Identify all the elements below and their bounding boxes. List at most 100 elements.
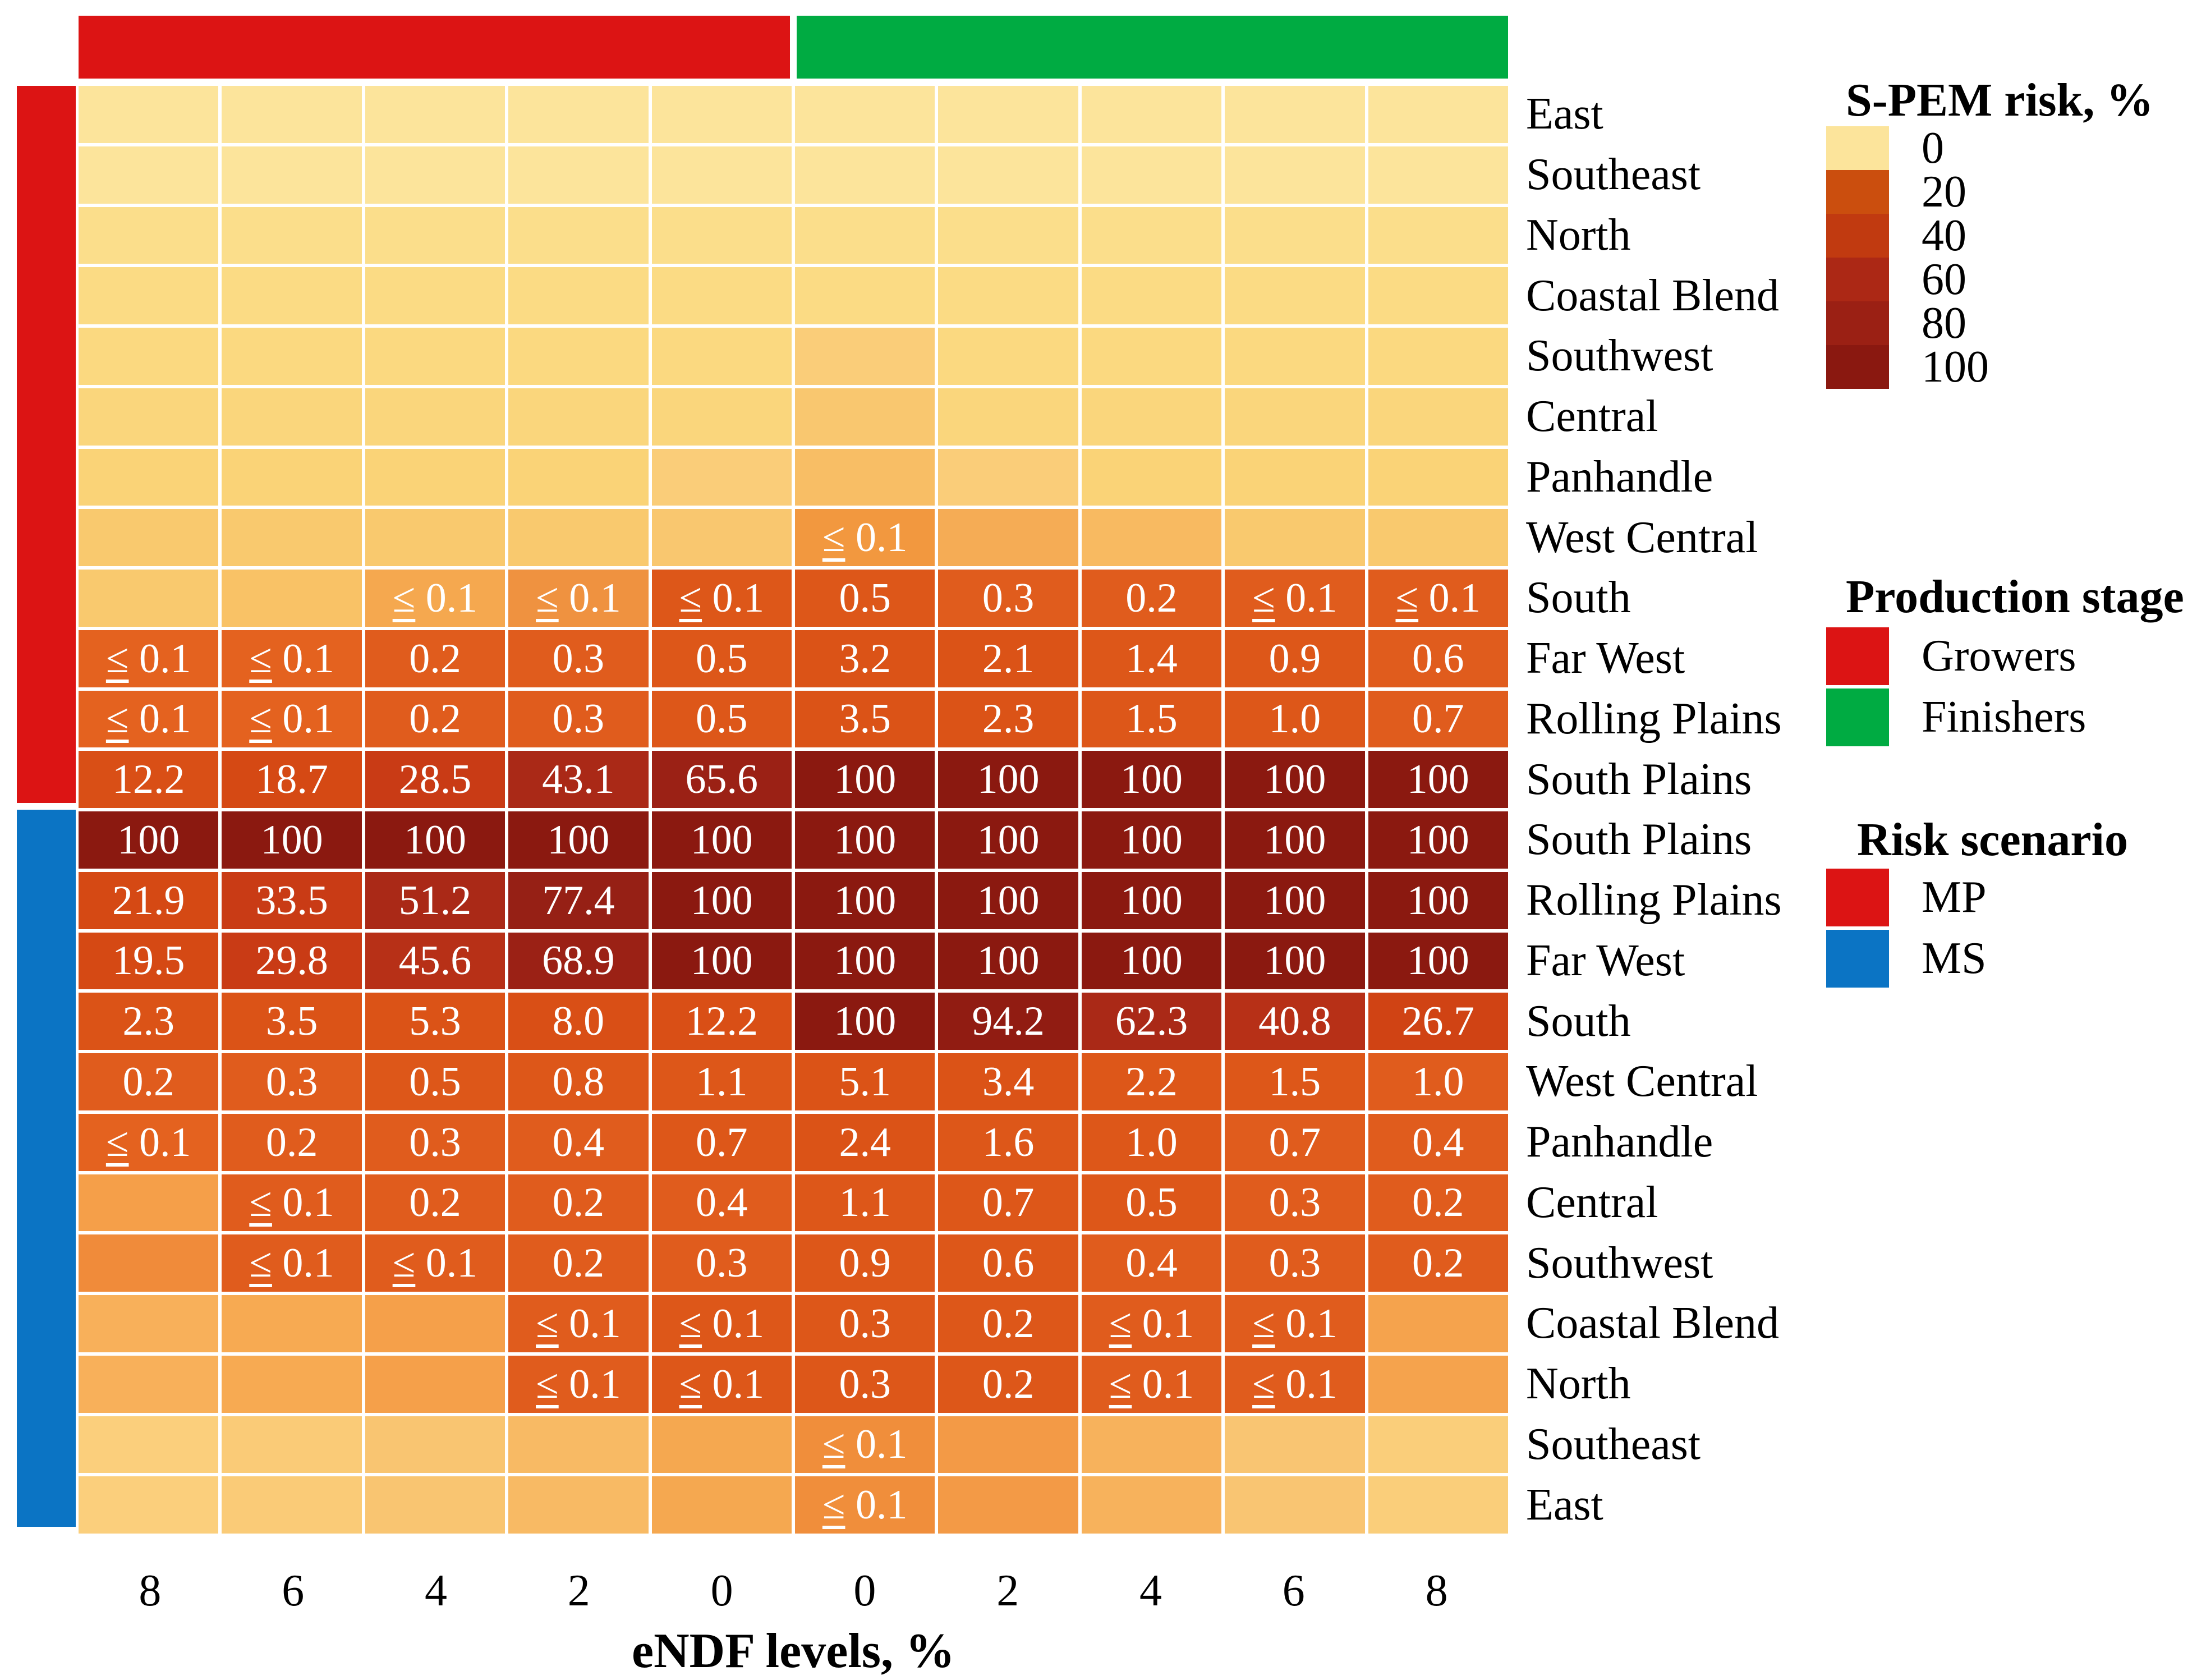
heatmap-cell-r15-c7: 100 bbox=[938, 932, 1078, 990]
heatmap-cell-r20-c8: 0.4 bbox=[1081, 1234, 1222, 1292]
row-label-7: Panhandle bbox=[1526, 452, 1713, 502]
heatmap-cell-r1-c3 bbox=[365, 86, 505, 143]
heatmap-cell-r23-c8 bbox=[1081, 1416, 1222, 1474]
heatmap-cell-r7-c1 bbox=[79, 448, 219, 506]
heatmap-cell-r5-c6 bbox=[794, 328, 935, 385]
heatmap-cell-r3-c3 bbox=[365, 206, 505, 264]
heatmap-cell-r9-c10: ≤ 0.1 bbox=[1368, 570, 1508, 627]
heatmap-cell-r18-c3: 0.3 bbox=[365, 1113, 505, 1171]
heatmap-cell-r10-c1: ≤ 0.1 bbox=[79, 630, 219, 687]
heatmap-cell-r19-c4: 0.2 bbox=[508, 1174, 649, 1232]
heatmap-cell-r22-c8: ≤ 0.1 bbox=[1081, 1355, 1222, 1413]
heatmap-cell-r9-c6: 0.5 bbox=[794, 570, 935, 627]
leq-symbol: ≤ bbox=[249, 1240, 272, 1287]
heatmap-cell-r4-c7 bbox=[938, 267, 1078, 324]
row-label-2: Southeast bbox=[1526, 150, 1701, 200]
heatmap-cell-r10-c7: 2.1 bbox=[938, 630, 1078, 687]
heatmap-cell-r10-c6: 3.2 bbox=[794, 630, 935, 687]
heatmap-cell-r16-c5: 12.2 bbox=[651, 993, 792, 1050]
heatmap-cell-r22-c2 bbox=[222, 1355, 362, 1413]
heatmap-cell-r6-c1 bbox=[79, 388, 219, 446]
heatmap-cell-r20-c7: 0.6 bbox=[938, 1234, 1078, 1292]
heatmap-cell-r15-c9: 100 bbox=[1225, 932, 1365, 990]
heatmap-cell-r22-c4: ≤ 0.1 bbox=[508, 1355, 649, 1413]
heatmap-cell-r11-c10: 0.7 bbox=[1368, 690, 1508, 748]
heatmap-cell-r1-c6 bbox=[794, 86, 935, 143]
heatmap-cell-r1-c10 bbox=[1368, 86, 1508, 143]
heatmap-cell-r7-c9 bbox=[1225, 448, 1365, 506]
heatmap-cell-r17-c5: 1.1 bbox=[651, 1053, 792, 1110]
risk-swatch-label: 60 bbox=[1922, 254, 1966, 304]
risk-legend-entry-100: 100 bbox=[1826, 342, 1989, 392]
heatmap-cell-r11-c9: 1.0 bbox=[1225, 690, 1365, 748]
heatmap-cell-r9-c4: ≤ 0.1 bbox=[508, 570, 649, 627]
leq-symbol: ≤ bbox=[536, 1300, 559, 1347]
heatmap-cell-r20-c1 bbox=[79, 1234, 219, 1292]
heatmap-cell-r3-c4 bbox=[508, 206, 649, 264]
row-label-3: North bbox=[1526, 210, 1631, 260]
heatmap-cell-r16-c2: 3.5 bbox=[222, 993, 362, 1050]
heatmap-cell-r21-c6: 0.3 bbox=[794, 1295, 935, 1352]
heatmap-cell-r1-c9 bbox=[1225, 86, 1365, 143]
heatmap-cell-r19-c9: 0.3 bbox=[1225, 1174, 1365, 1232]
heatmap-cell-r24-c5 bbox=[651, 1476, 792, 1534]
stage-legend-label: Finishers bbox=[1922, 692, 2086, 742]
x-tick-1: 8 bbox=[139, 1566, 162, 1615]
heatmap-cell-r17-c10: 1.0 bbox=[1368, 1053, 1508, 1110]
stage-bar-growers bbox=[79, 16, 790, 79]
heatmap-cell-r11-c5: 0.5 bbox=[651, 690, 792, 748]
heatmap-cell-r12-c6: 100 bbox=[794, 751, 935, 808]
heatmap-cell-r11-c8: 1.5 bbox=[1081, 690, 1222, 748]
heatmap-cell-r6-c9 bbox=[1225, 388, 1365, 446]
scenario-legend-swatch-mp bbox=[1826, 869, 1889, 926]
risk-swatch-label: 40 bbox=[1922, 210, 1966, 260]
heatmap-cell-r24-c7 bbox=[938, 1476, 1078, 1534]
heatmap-cell-r7-c6 bbox=[794, 448, 935, 506]
heatmap-cell-r16-c8: 62.3 bbox=[1081, 993, 1222, 1050]
heatmap-cell-r2-c7 bbox=[938, 146, 1078, 204]
x-tick-2: 6 bbox=[282, 1566, 305, 1615]
stage-legend-swatch-growers bbox=[1826, 627, 1889, 685]
heatmap-cell-r13-c9: 100 bbox=[1225, 811, 1365, 869]
leq-symbol: ≤ bbox=[679, 1361, 702, 1407]
heatmap-cell-r13-c5: 100 bbox=[651, 811, 792, 869]
heatmap-cell-r14-c1: 21.9 bbox=[79, 871, 219, 929]
heatmap-cell-r9-c9: ≤ 0.1 bbox=[1225, 570, 1365, 627]
heatmap-cell-r16-c7: 94.2 bbox=[938, 993, 1078, 1050]
leq-symbol: ≤ bbox=[1252, 575, 1275, 621]
heatmap-cell-r11-c4: 0.3 bbox=[508, 690, 649, 748]
risk-legend-title: S-PEM risk, % bbox=[1846, 74, 2154, 126]
heatmap-cell-r16-c9: 40.8 bbox=[1225, 993, 1365, 1050]
risk-swatch-label: 0 bbox=[1922, 123, 1944, 173]
heatmap-cell-r5-c10 bbox=[1368, 328, 1508, 385]
leq-symbol: ≤ bbox=[536, 1361, 559, 1407]
leq-symbol: ≤ bbox=[249, 696, 272, 742]
heatmap-cell-r19-c3: 0.2 bbox=[365, 1174, 505, 1232]
heatmap-cell-r21-c1 bbox=[79, 1295, 219, 1352]
heatmap-cell-r12-c4: 43.1 bbox=[508, 751, 649, 808]
heatmap-cell-r15-c6: 100 bbox=[794, 932, 935, 990]
heatmap-cell-r2-c2 bbox=[222, 146, 362, 204]
heatmap-cell-r18-c5: 0.7 bbox=[651, 1113, 792, 1171]
heatmap-cell-r2-c3 bbox=[365, 146, 505, 204]
heatmap-cell-r1-c7 bbox=[938, 86, 1078, 143]
scenario-legend-entry-mp: MP bbox=[1826, 869, 1987, 926]
row-label-22: North bbox=[1526, 1359, 1631, 1409]
heatmap-cell-r14-c6: 100 bbox=[794, 871, 935, 929]
heatmap-cell-r8-c10 bbox=[1368, 509, 1508, 566]
heatmap-cell-r14-c8: 100 bbox=[1081, 871, 1222, 929]
row-labels: East Southeast North Coastal Blend Southwest… bbox=[1526, 86, 2087, 1534]
row-label-17: West Central bbox=[1526, 1057, 1758, 1107]
heatmap-cell-r1-c4 bbox=[508, 86, 649, 143]
heatmap-cell-r16-c3: 5.3 bbox=[365, 993, 505, 1050]
heatmap-cell-r24-c4 bbox=[508, 1476, 649, 1534]
risk-swatch-label: 80 bbox=[1922, 298, 1966, 348]
heatmap-cell-r5-c5 bbox=[651, 328, 792, 385]
heatmap-cell-r16-c4: 8.0 bbox=[508, 993, 649, 1050]
heatmap-cell-r23-c10 bbox=[1368, 1416, 1508, 1474]
scenario-bar-ms bbox=[17, 810, 76, 1527]
heatmap-cell-r4-c3 bbox=[365, 267, 505, 324]
heatmap-cell-r22-c9: ≤ 0.1 bbox=[1225, 1355, 1365, 1413]
risk-legend-entry-80: 80 bbox=[1826, 299, 1989, 348]
